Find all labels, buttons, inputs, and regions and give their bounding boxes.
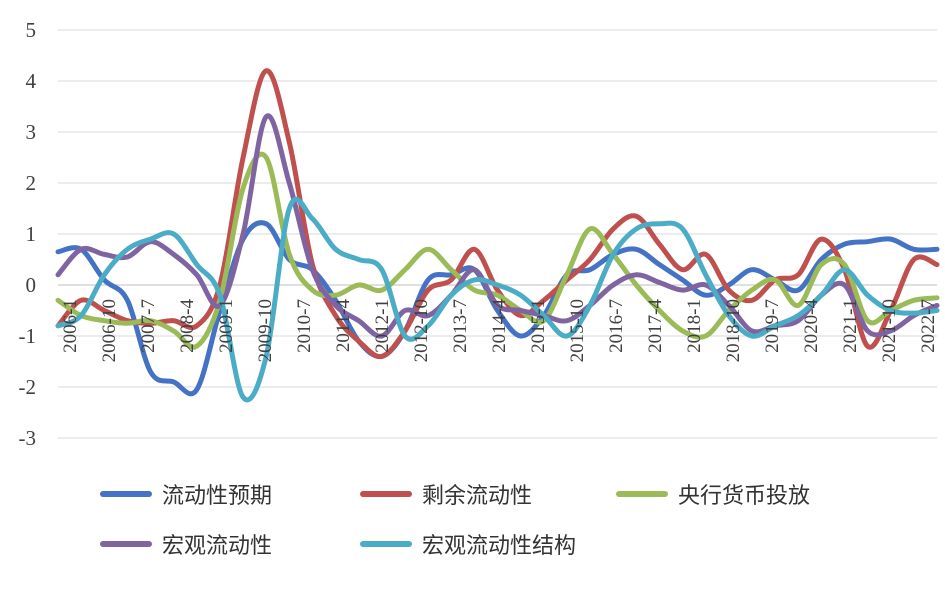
legend-item-3: 央行货币投放 [616, 474, 810, 514]
x-tick-label: 2007-7 [138, 299, 159, 353]
y-tick-label: -2 [19, 375, 37, 399]
x-tick-label: 2022-7 [918, 299, 939, 353]
legend-item-2: 剩余流动性 [360, 474, 532, 514]
x-tick-label: 2006-1 [60, 299, 81, 353]
legend-label-3: 央行货币投放 [678, 484, 811, 509]
x-tick-label: 2017-4 [645, 299, 666, 353]
x-tick-label: 2015-1 [528, 299, 549, 353]
series-line-5 [55, 196, 940, 403]
legend-label-2: 剩余流动性 [422, 484, 533, 509]
x-tick-label: 2006-10 [99, 299, 120, 362]
legend-swatch-3 [616, 491, 668, 497]
series-line-4 [55, 113, 940, 339]
x-tick-label: 2019-7 [762, 299, 783, 353]
x-tick-label: 2012-1 [372, 299, 393, 353]
x-tick-label: 2020-4 [801, 299, 822, 353]
x-tick-label: 2018-1 [684, 299, 705, 353]
legend-label-5: 宏观流动性结构 [422, 534, 577, 559]
x-tick-label: 2018-10 [723, 299, 744, 362]
legend-item-1: 流动性预期 [100, 474, 272, 514]
y-tick-label: 5 [26, 18, 37, 42]
x-tick-label: 2021-1 [840, 299, 861, 353]
y-tick-label: 2 [26, 171, 37, 195]
x-axis-tick-labels: 2006-1 2006-10 2007-7 2008-4 2009-1 2009-10 20… [60, 299, 939, 363]
x-tick-label: 2009-10 [255, 299, 276, 362]
x-tick-label: 2010-7 [294, 299, 315, 353]
legend-swatch-5 [360, 541, 412, 547]
x-tick-label: 2013-7 [450, 299, 471, 353]
y-axis-tick-labels: 5 4 3 2 1 0 -1 -2 -3 [19, 18, 37, 450]
legend-label-4: 宏观流动性 [162, 534, 273, 559]
x-tick-label: 2011-4 [333, 299, 354, 353]
legend-item-5: 宏观流动性结构 [360, 524, 576, 564]
y-tick-label: 3 [26, 120, 37, 144]
legend-swatch-4 [100, 541, 152, 547]
y-tick-label: 1 [26, 222, 37, 246]
x-tick-label: 2009-1 [216, 299, 237, 353]
legend-item-4: 宏观流动性 [100, 524, 272, 564]
x-tick-label: 2016-7 [606, 299, 627, 353]
series-lines [55, 68, 940, 403]
legend-label-1: 流动性预期 [162, 484, 273, 509]
series-line-2 [55, 68, 940, 360]
gridlines [58, 29, 937, 439]
x-tick-label: 2021-10 [879, 299, 900, 362]
y-tick-label: -3 [19, 426, 37, 450]
y-tick-label: -1 [19, 324, 37, 348]
legend-swatch-1 [100, 491, 152, 497]
x-tick-label: 2014-4 [489, 299, 510, 353]
x-tick-label: 2008-4 [177, 299, 198, 353]
x-tick-label: 2015-10 [567, 299, 588, 362]
y-tick-label: 0 [26, 273, 37, 297]
y-tick-label: 4 [26, 69, 37, 93]
legend: 流动性预期 剩余流动性 央行货币投放 宏观流动性 宏观流动性结构 [0, 474, 945, 584]
legend-swatch-2 [360, 491, 412, 497]
x-tick-label: 2012-10 [411, 299, 432, 362]
